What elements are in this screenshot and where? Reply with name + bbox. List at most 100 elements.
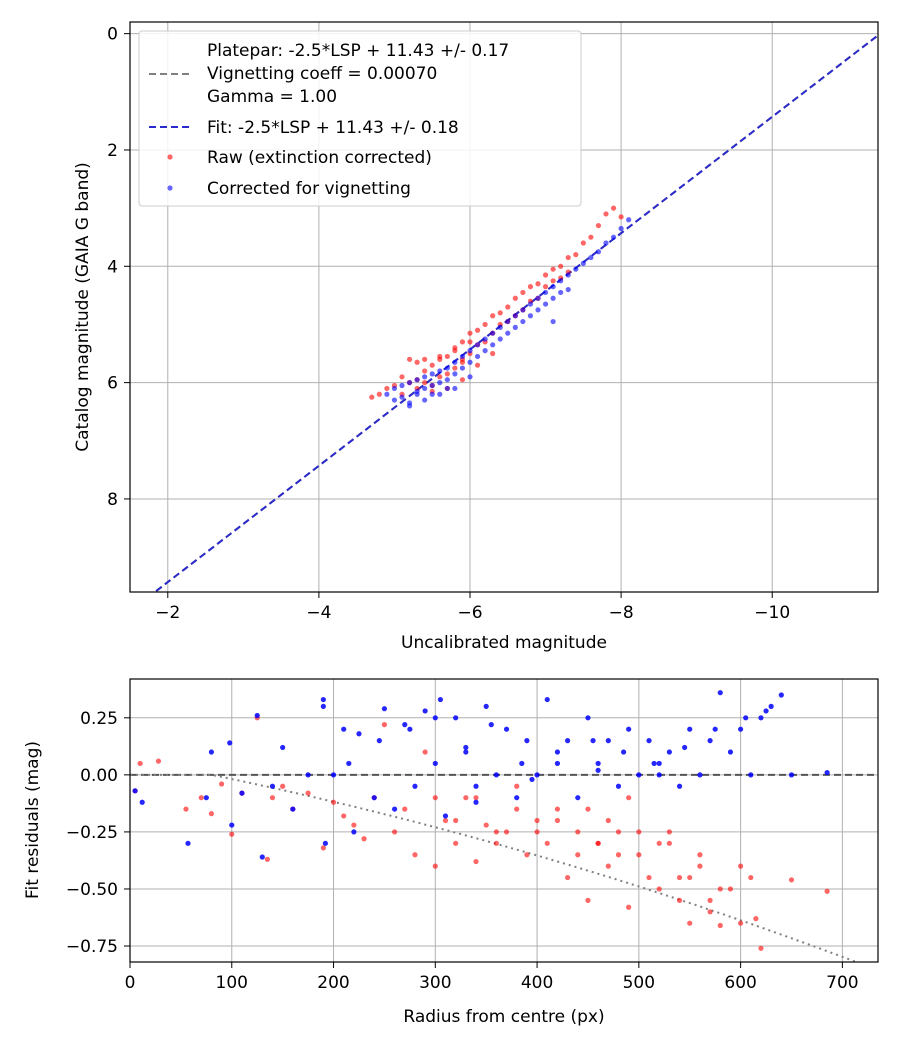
- corrected-residual-point: [717, 690, 723, 696]
- raw-residual-point: [463, 795, 469, 801]
- raw-residual-point: [432, 863, 438, 869]
- residuals-x-tick-label: 700: [826, 973, 858, 993]
- calibration-x-tick-label: −2: [155, 603, 180, 623]
- raw-residual-point: [442, 817, 449, 824]
- corrected-residual-point: [712, 726, 718, 732]
- raw-residual-point: [615, 829, 622, 835]
- raw-data-point: [467, 330, 473, 336]
- calibration-points: [369, 205, 632, 409]
- raw-residual-point: [280, 783, 286, 789]
- corrected-residual-point: [590, 738, 596, 744]
- raw-residual-point: [391, 829, 398, 835]
- corrected-data-point: [490, 342, 496, 348]
- raw-residual-point: [636, 829, 642, 835]
- raw-residual-point: [676, 874, 683, 881]
- raw-residual-point: [717, 922, 723, 929]
- corrected-residual-point: [743, 715, 749, 721]
- vignetting-curve: [130, 773, 859, 962]
- raw-residual-point: [666, 840, 672, 846]
- corrected-residual-point: [473, 799, 479, 805]
- corrected-residual-point: [227, 740, 233, 746]
- corrected-residual-point: [132, 788, 138, 794]
- raw-residual-point: [656, 886, 662, 892]
- raw-residual-point: [341, 813, 347, 819]
- corrected-data-point: [626, 217, 632, 223]
- raw-data-point: [459, 377, 466, 383]
- corrected-residual-point: [422, 708, 428, 714]
- corrected-residual-point: [646, 738, 652, 744]
- raw-residual-point: [717, 886, 723, 892]
- residuals-x-tick-label: 300: [419, 973, 451, 993]
- corrected-residual-point: [768, 703, 774, 709]
- corrected-residual-point: [341, 726, 347, 732]
- residuals-y-tick-label: −0.75: [66, 937, 118, 957]
- raw-data-point: [527, 284, 534, 290]
- corrected-residual-point: [229, 822, 235, 828]
- calibration-x-tick-label: −4: [306, 603, 331, 623]
- corrected-residual-point: [595, 767, 601, 773]
- corrected-data-point: [459, 365, 466, 371]
- raw-residual-point: [676, 897, 683, 903]
- residuals-x-tick-label: 600: [724, 973, 756, 993]
- corrected-data-point: [520, 307, 526, 313]
- corrected-residual-point: [185, 840, 191, 846]
- raw-residual-point: [697, 863, 703, 869]
- corrected-residual-point: [402, 722, 408, 728]
- corrected-residual-point: [351, 829, 357, 835]
- raw-residual-point: [687, 920, 693, 926]
- corrected-data-point: [429, 382, 435, 389]
- raw-data-point: [429, 362, 435, 368]
- legend-platepar-line-2: Vignetting coeff = 0.00070: [207, 64, 437, 84]
- corrected-residual-point: [697, 772, 703, 778]
- corrected-residual-point: [488, 722, 494, 728]
- corrected-residual-point: [707, 738, 713, 744]
- corrected-residual-point: [371, 795, 377, 801]
- raw-residual-point: [585, 806, 591, 812]
- corrected-residual-point: [651, 760, 657, 767]
- corrected-residual-point: [656, 772, 662, 778]
- raw-residual-point: [626, 904, 632, 910]
- corrected-data-point: [618, 225, 624, 232]
- raw-data-point: [452, 348, 458, 354]
- corrected-residual-point: [453, 715, 459, 721]
- raw-residual-point: [738, 863, 744, 869]
- corrected-data-point: [580, 260, 586, 266]
- raw-data-point: [422, 380, 428, 386]
- corrected-residual-point: [290, 806, 296, 812]
- corrected-residual-point: [519, 760, 525, 767]
- corrected-residual-point: [493, 772, 499, 778]
- corrected-data-point: [399, 382, 405, 389]
- corrected-data-point: [482, 336, 488, 342]
- raw-residual-point: [534, 829, 540, 835]
- corrected-residual-point: [534, 772, 540, 778]
- corrected-residual-point: [442, 813, 449, 819]
- raw-residual-point: [575, 852, 581, 858]
- corrected-residual-point: [636, 772, 642, 778]
- legend-box: [138, 30, 582, 207]
- raw-data-point: [490, 350, 496, 357]
- residuals-x-tick-label: 200: [317, 973, 349, 993]
- corrected-data-point: [558, 289, 564, 296]
- corrected-data-point: [444, 377, 450, 383]
- residuals-plot: 0 100 200 300 400 500 600 700 0.25 0.00 −0.25 −0.50…: [23, 678, 879, 1027]
- residuals-x-tick-label: 0: [125, 973, 136, 993]
- corrected-data-point: [467, 348, 473, 354]
- raw-data-point: [520, 289, 526, 296]
- corrected-residual-point: [381, 706, 388, 712]
- raw-data-point: [474, 327, 481, 333]
- raw-residual-point: [402, 806, 408, 812]
- residuals-y-tick-label: −0.50: [66, 880, 118, 900]
- legend-corrected-label: Corrected for vignetting: [207, 179, 411, 199]
- corrected-residual-point: [554, 749, 561, 755]
- raw-residual-point: [605, 863, 611, 869]
- corrected-data-point: [467, 359, 473, 365]
- raw-residual-point: [554, 817, 561, 824]
- residuals-reference-lines: [130, 773, 878, 962]
- corrected-data-point: [391, 397, 398, 403]
- raw-data-point: [422, 368, 428, 374]
- raw-residual-point: [198, 795, 204, 801]
- raw-residual-point: [137, 760, 143, 767]
- raw-residual-point: [738, 920, 744, 926]
- corrected-residual-point: [330, 772, 337, 778]
